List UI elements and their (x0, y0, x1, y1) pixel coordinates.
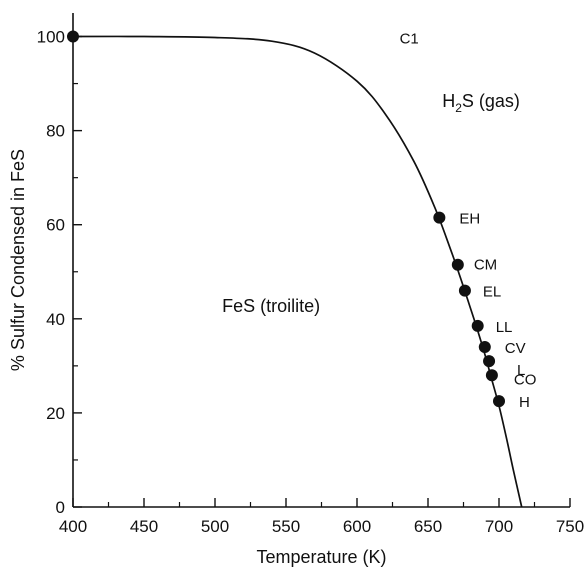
fes-troilite-label: FeS (troilite) (222, 296, 320, 316)
data-point (483, 355, 496, 368)
x-tick-label: 400 (59, 517, 87, 536)
point-label-h: H (519, 394, 530, 411)
y-tick-label: 40 (46, 310, 65, 329)
y-axis-title: % Sulfur Condensed in FeS (8, 149, 28, 371)
x-tick-label: 600 (343, 517, 371, 536)
x-tick-label: 650 (414, 517, 442, 536)
x-tick-label: 700 (485, 517, 513, 536)
data-point (451, 258, 464, 271)
labels-layer: EH CM EL LL CV LCO H C1 FeS (troilite) (222, 31, 536, 412)
data-point (67, 30, 79, 43)
x-axis-title: Temperature (K) (256, 547, 386, 567)
y-tick-label: 0 (56, 498, 65, 517)
point-label-ll: LL (496, 319, 513, 336)
y-tick-label: 80 (46, 122, 65, 141)
data-point (433, 211, 446, 224)
data-point (485, 369, 498, 382)
point-label-el: EL (483, 284, 501, 301)
point-label-co: CO (514, 371, 537, 388)
data-point (471, 319, 484, 332)
data-point (458, 284, 471, 297)
axes: 400 450 500 550 600 650 700 750 0 20 40 60 80 100 (37, 13, 584, 536)
data-point (478, 341, 491, 354)
x-tick-label: 550 (272, 517, 300, 536)
h2s-subscript: 2 (455, 101, 462, 115)
data-point (493, 395, 505, 408)
y-tick-label: 20 (46, 404, 65, 423)
point-label-cv: CV (505, 340, 526, 357)
points-layer (67, 30, 505, 408)
point-label-cm: CM (474, 257, 497, 274)
x-tick-label: 450 (130, 517, 158, 536)
y-tick-label: 60 (46, 216, 65, 235)
x-tick-label: 500 (201, 517, 229, 536)
point-label-l: L (517, 362, 525, 379)
x-tick-label: 750 (556, 517, 584, 536)
h2s-tail: S (gas) (462, 91, 520, 111)
h2s-main: H (442, 91, 455, 111)
y-tick-label: 100 (37, 28, 65, 47)
c1-annotation: C1 (400, 31, 419, 48)
h2s-gas-label: H2S (gas) (442, 91, 520, 115)
point-label-eh: EH (459, 211, 480, 228)
